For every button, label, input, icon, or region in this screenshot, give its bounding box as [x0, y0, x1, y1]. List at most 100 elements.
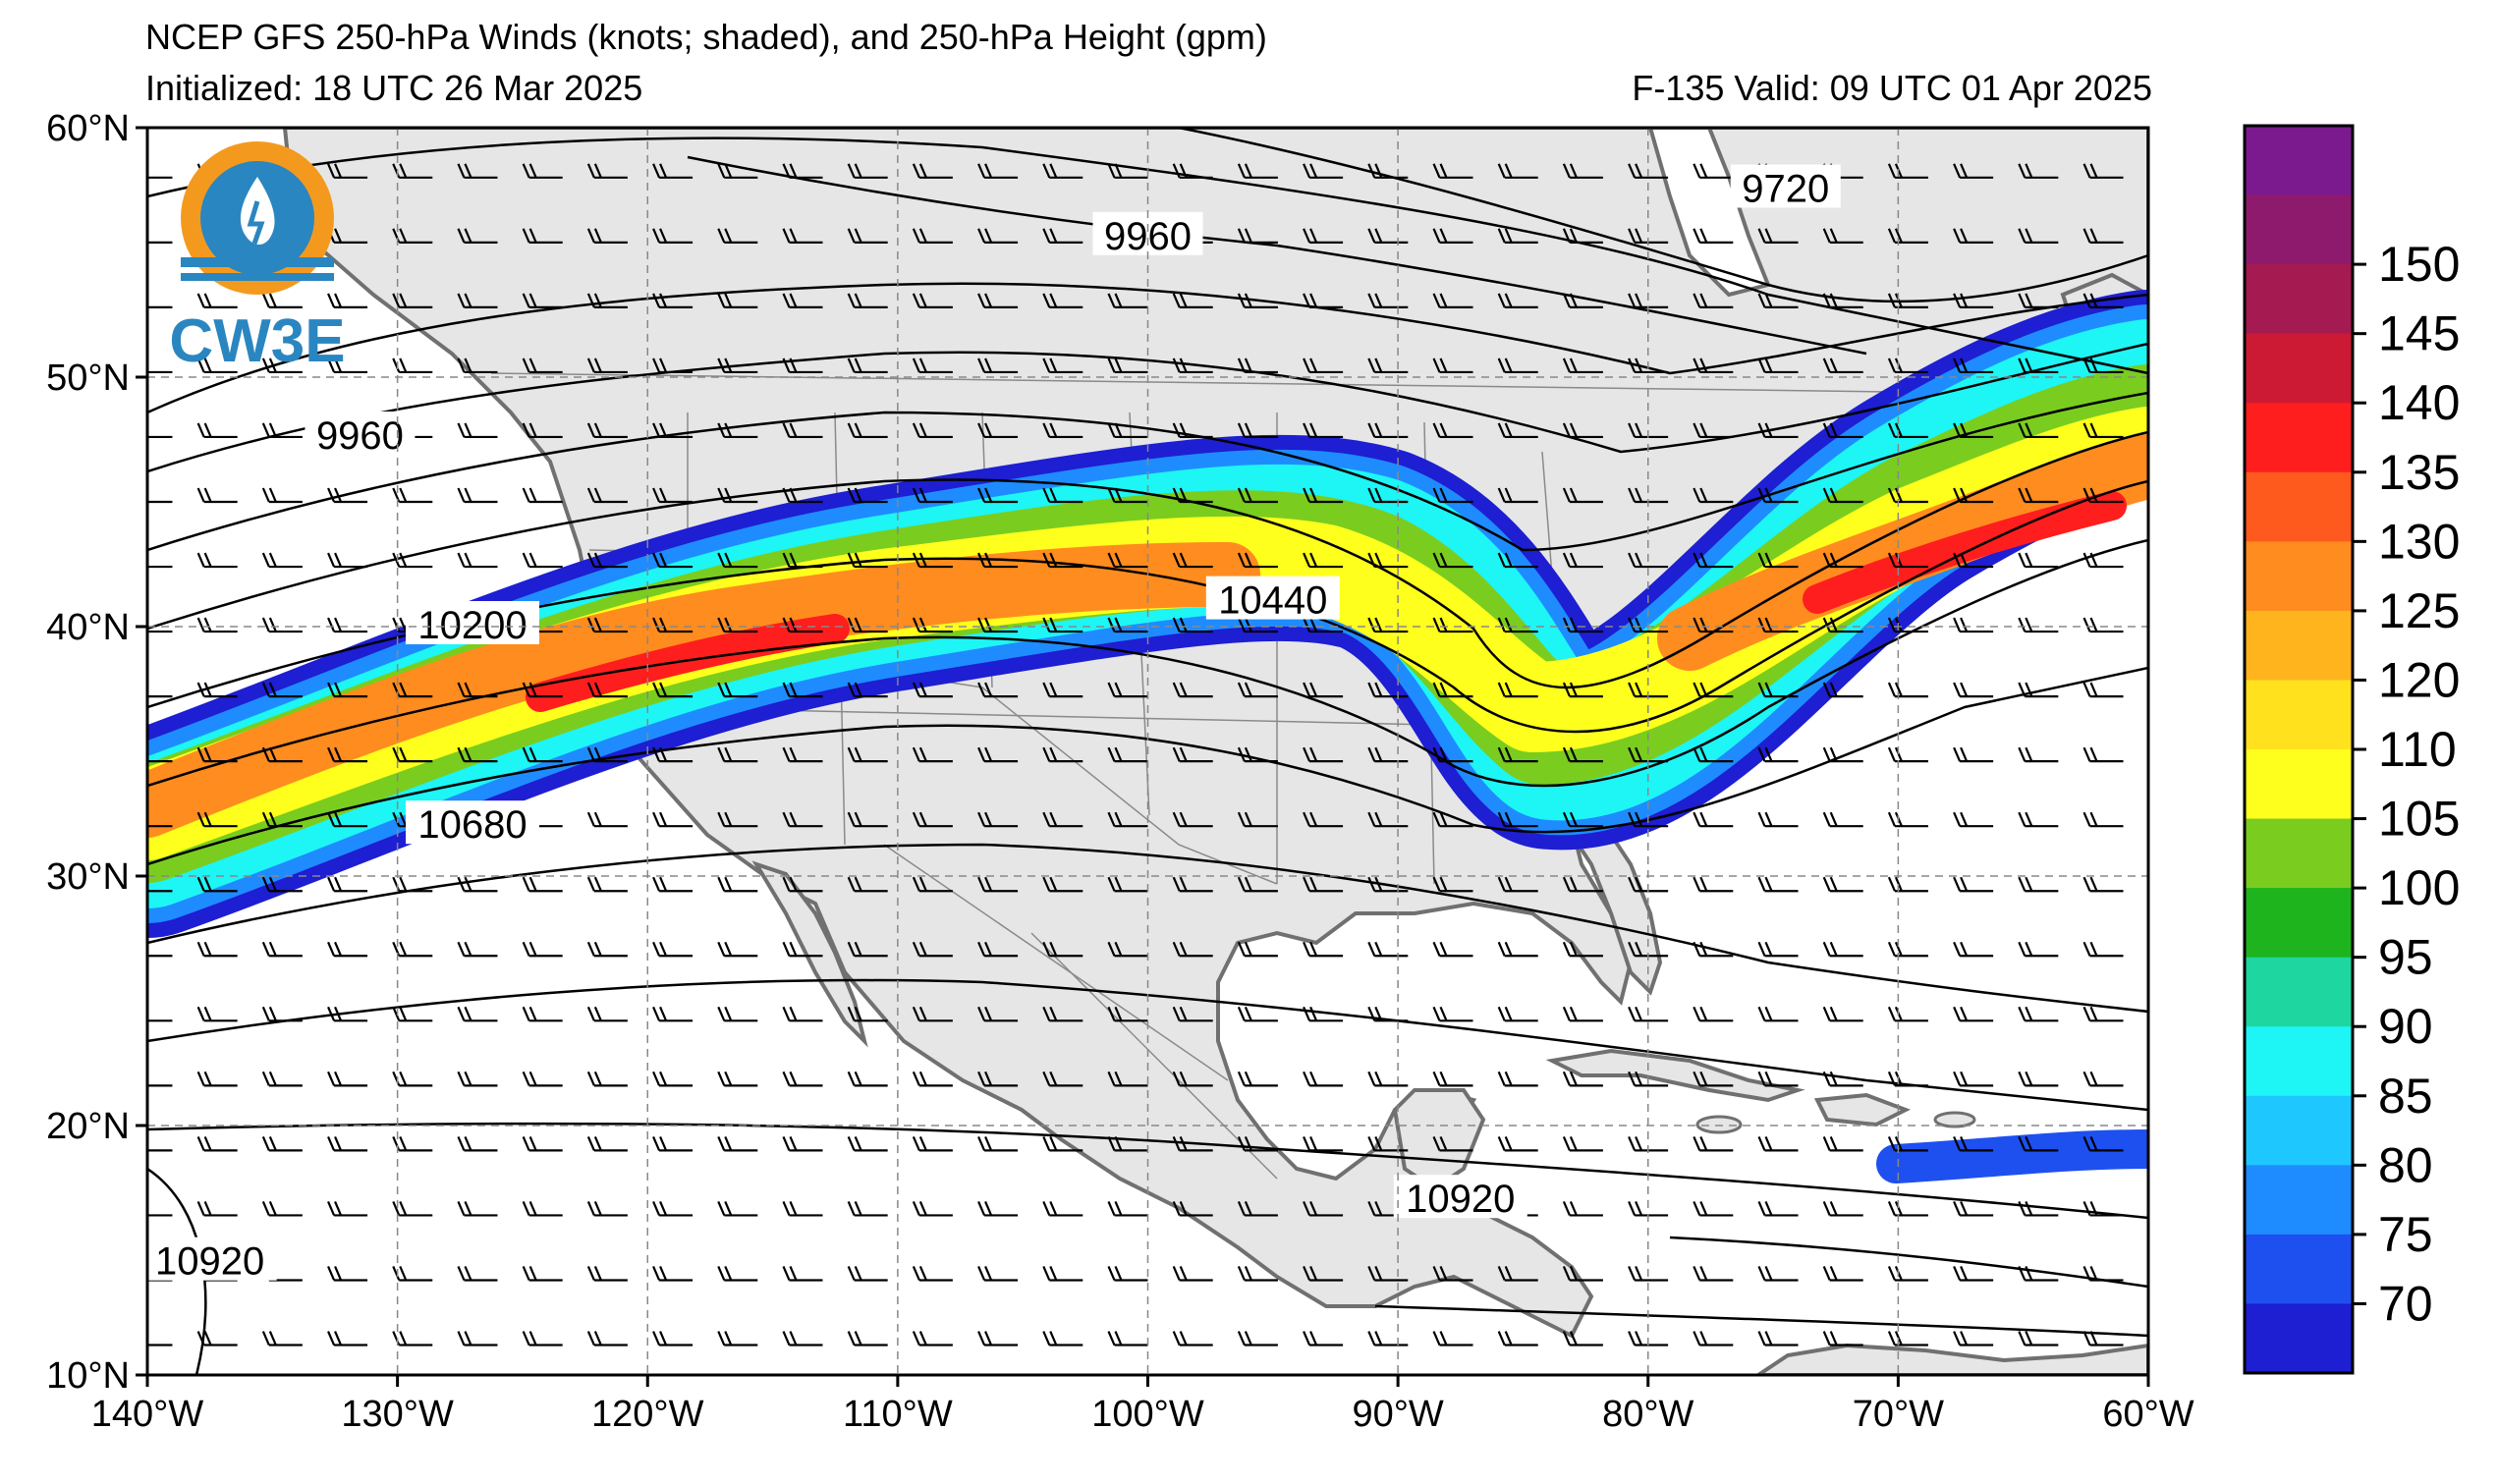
wind-barb [2082, 552, 2124, 569]
colorbar-tick-label: 90 [2378, 999, 2433, 1054]
wind-barb [147, 630, 173, 633]
wind-barb [1628, 228, 1669, 244]
wind-barb [1822, 876, 1863, 893]
wind-barb [1303, 422, 1344, 439]
wind-barb [782, 487, 823, 504]
wind-barb [2018, 811, 2059, 828]
wind-barb [847, 422, 888, 439]
wind-barb [522, 1266, 563, 1282]
map-title: NCEP GFS 250-hPa Winds (knots; shaded), … [145, 17, 1267, 57]
wind-barb [1367, 487, 1409, 504]
wind-barb [652, 163, 694, 179]
colorbar-tick-label: 140 [2378, 375, 2460, 430]
wind-barb [1562, 1006, 1603, 1022]
wind-barb [2082, 746, 2124, 763]
wind-barb [782, 552, 823, 569]
wind-barb [652, 1135, 694, 1152]
wind-barb [1172, 1071, 1213, 1087]
wind-barb [2082, 1006, 2124, 1022]
wind-barb [717, 293, 758, 308]
wind-barb [261, 617, 303, 633]
wind-barb [1042, 811, 1083, 828]
wind-barb [147, 305, 173, 308]
colorbar-tick-label: 70 [2378, 1276, 2433, 1331]
contour-label: 10920 [1393, 1175, 1527, 1221]
wind-barb [1887, 1135, 1928, 1152]
wind-barb [1887, 422, 1928, 439]
wind-barb [977, 1135, 1019, 1152]
wind-barb [1367, 1135, 1409, 1152]
wind-barb [1822, 293, 1863, 308]
wind-barb [1628, 293, 1669, 308]
wind-barb [782, 682, 823, 698]
wind-barb [1172, 876, 1213, 893]
wind-barb [147, 370, 173, 374]
wind-barb [147, 955, 173, 958]
wind-barb [1562, 746, 1603, 763]
wind-barb [261, 876, 303, 893]
wind-barb [1237, 1266, 1278, 1282]
wind-barb [261, 1201, 303, 1217]
wind-barb [717, 1135, 758, 1152]
contour-label-text: 10200 [417, 604, 527, 647]
wind-barb [782, 1201, 823, 1217]
cw3e-logo-icon [181, 141, 334, 295]
wind-barb [652, 487, 694, 504]
wind-barb [1693, 552, 1734, 569]
wind-barb [1757, 552, 1799, 569]
wind-barb [147, 500, 173, 504]
wind-barb [1562, 293, 1603, 308]
wind-barb [1303, 617, 1344, 633]
wind-barb [912, 1266, 953, 1282]
wind-barb [1887, 746, 1928, 763]
wind-barb [912, 1071, 953, 1087]
wind-barb [1367, 422, 1409, 439]
wind-barb [1107, 746, 1148, 763]
wind-barb [847, 293, 888, 308]
wind-barb [652, 1071, 694, 1087]
wind-barb [912, 487, 953, 504]
wind-barb [586, 876, 628, 893]
wind-barb [1237, 811, 1278, 828]
wind-barb [457, 163, 498, 179]
wind-barb [1628, 422, 1669, 439]
wind-barb [1497, 1331, 1538, 1347]
wind-barb [2018, 746, 2059, 763]
wind-barb [1367, 228, 1409, 244]
wind-barb [392, 1006, 433, 1022]
wind-barb [1303, 811, 1344, 828]
wind-barb [327, 357, 368, 374]
colorbar-segment [2245, 541, 2353, 612]
colorbar-segment [2245, 888, 2353, 959]
wind-barb [2082, 1135, 2124, 1152]
wind-barb [1757, 487, 1799, 504]
wind-barb [586, 682, 628, 698]
wind-barb [392, 357, 433, 374]
hispaniola [1813, 1092, 1911, 1127]
contour-label-bg [1092, 211, 1203, 255]
contour-label-text: 9720 [1742, 168, 1829, 211]
wind-barb [912, 1135, 953, 1152]
wind-barb [1237, 682, 1278, 698]
wind-barb [522, 1071, 563, 1087]
wind-barb [1172, 487, 1213, 504]
wind-barb [847, 876, 888, 893]
wind-barb [977, 811, 1019, 828]
wind-barb [977, 293, 1019, 308]
wind-barb [2082, 357, 2124, 374]
wind-barb [847, 617, 888, 633]
wind-barb [147, 1214, 173, 1217]
wind-barb [1367, 811, 1409, 828]
wind-barb [1172, 357, 1213, 374]
cw3e-logo: CW3E [169, 141, 346, 375]
wind-barb [652, 682, 694, 698]
wind-barb [1628, 163, 1669, 179]
wind-barb [1303, 1006, 1344, 1022]
wind-barb [1303, 682, 1344, 698]
wind-barb [1367, 1006, 1409, 1022]
wind-barb [847, 1135, 888, 1152]
wind-barb [1562, 422, 1603, 439]
wind-barb [782, 163, 823, 179]
wind-barb [1107, 1266, 1148, 1282]
